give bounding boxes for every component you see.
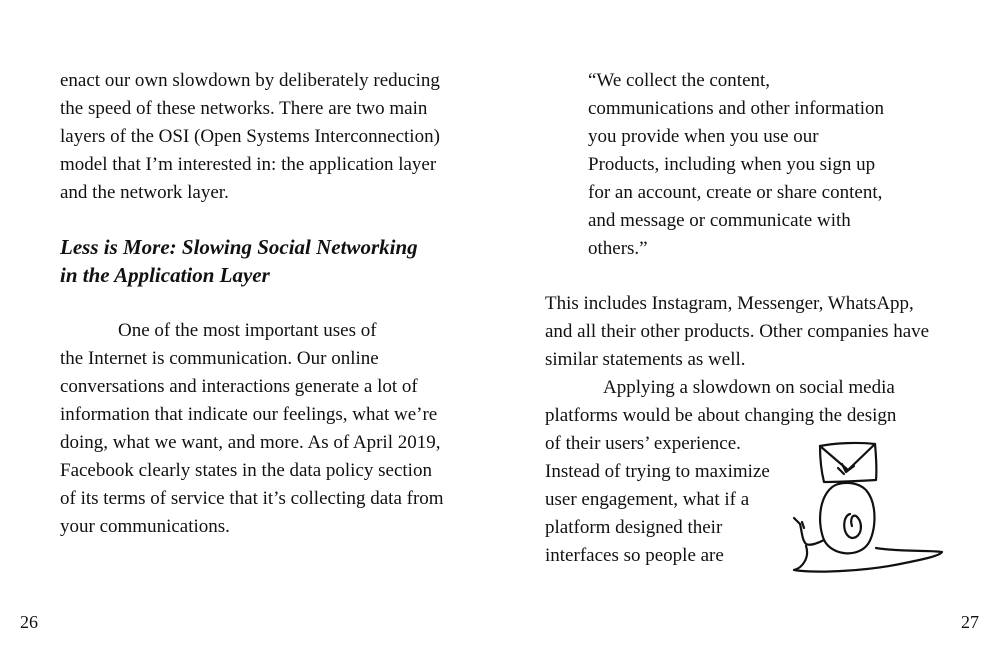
text-line: platforms would be about changing the de… [545,405,897,426]
text-line: One of the most important uses of [118,320,377,341]
text-line: This includes Instagram, Messenger, What… [545,293,914,314]
envelope-flap [818,442,877,472]
snail-foot [792,544,944,573]
envelope-seal [836,462,856,476]
text-line: the speed of these networks. There are t… [60,98,428,119]
text-line: information that indicate our feelings, … [60,404,438,425]
text-line: layers of the OSI (Open Systems Intercon… [60,126,440,147]
snail-illustration [792,441,944,573]
snail-antennae [792,516,806,530]
text-line: and all their other products. Other comp… [545,321,930,342]
text-line: user engagement, what if a [545,489,750,510]
snail-head [798,522,826,546]
text-line: of its terms of service that it’s collec… [60,488,444,509]
quote-line: others.” [588,238,648,259]
text-line: Applying a slowdown on social media [603,377,895,398]
quote-line: you provide when you use our [588,126,819,147]
shell-outline [818,481,876,555]
quote-line: and message or communicate with [588,210,851,231]
heading-line: in the Application Layer [60,263,270,287]
text-line: the Internet is communication. Our onlin… [60,348,379,369]
page-number: 27 [961,612,979,632]
heading-line: Less is More: Slowing Social Networking [60,235,418,259]
text-line: doing, what we want, and more. As of Apr… [60,432,441,453]
text-line: Instead of trying to maximize [545,461,770,482]
left-page: enact our own slowdown by deliberately r… [20,70,444,632]
text-line: similar statements as well. [545,349,746,370]
text-line: interfaces so people are [545,545,724,566]
shell-spiral [843,512,862,540]
quote-line: “We collect the content, [588,70,771,91]
text-line: platform designed their [545,517,723,538]
text-line: your communications. [60,516,230,537]
quote-line: communications and other information [588,98,885,119]
quote-line: for an account, create or share content, [588,182,883,203]
text-line: enact our own slowdown by deliberately r… [60,70,440,91]
text-line: and the network layer. [60,182,229,203]
page-number: 26 [20,612,38,632]
quote-line: Products, including when you sign up [588,154,876,175]
text-line: of their users’ experience. [545,433,741,454]
text-line: model that I’m interested in: the applic… [60,154,437,175]
text-line: Facebook clearly states in the data poli… [60,460,432,481]
envelope-outline [818,441,878,484]
text-line: conversations and interactions generate … [60,376,418,397]
